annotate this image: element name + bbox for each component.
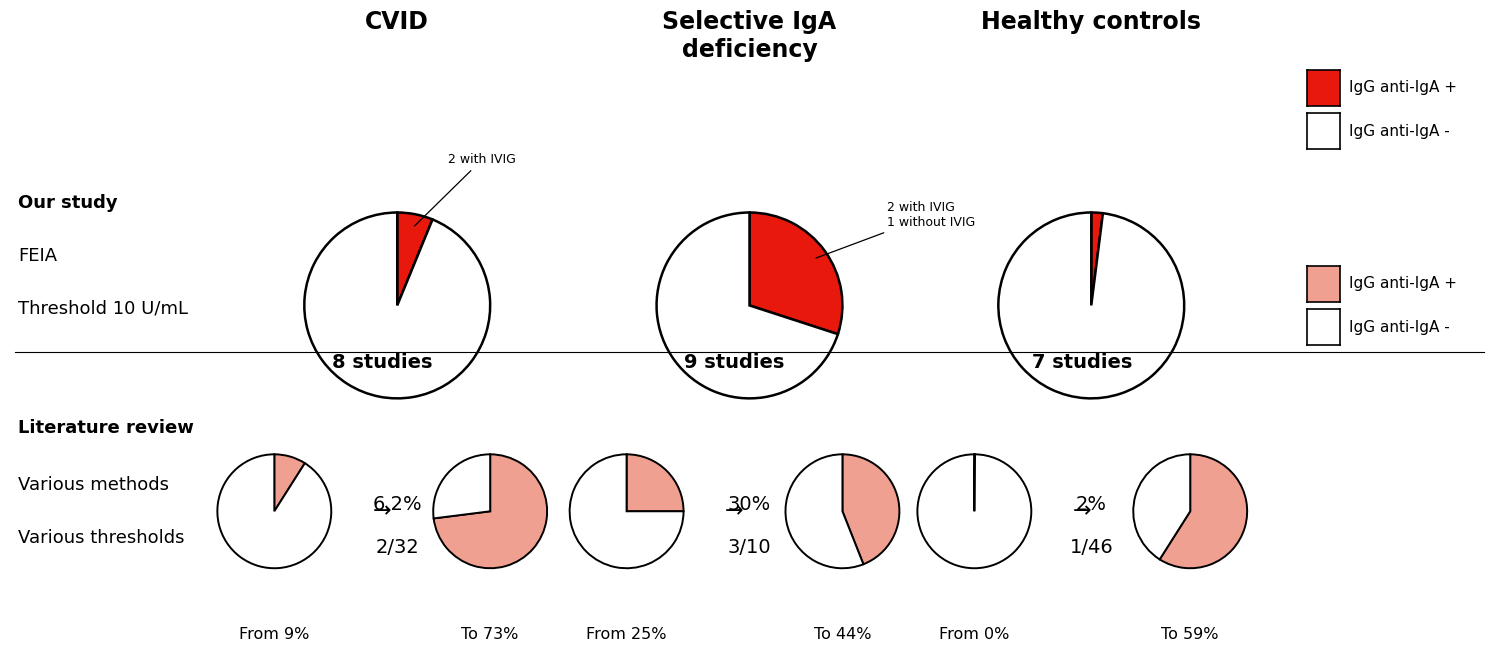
Wedge shape — [917, 454, 1031, 568]
Wedge shape — [657, 212, 838, 398]
Wedge shape — [433, 454, 547, 568]
Text: 3/10: 3/10 — [727, 538, 772, 557]
Wedge shape — [998, 212, 1184, 398]
Text: 30%: 30% — [729, 495, 770, 514]
Wedge shape — [217, 454, 331, 568]
Text: To 44%: To 44% — [814, 627, 871, 643]
Wedge shape — [274, 454, 304, 511]
Text: Literature review: Literature review — [18, 419, 193, 438]
Text: IgG anti-IgA -: IgG anti-IgA - — [1349, 124, 1450, 139]
Text: →: → — [726, 501, 744, 521]
Text: IgG anti-IgA +: IgG anti-IgA + — [1349, 276, 1457, 291]
Text: From 25%: From 25% — [586, 627, 667, 643]
Text: 9 studies: 9 studies — [685, 353, 784, 372]
Text: 7 studies: 7 studies — [1033, 353, 1132, 372]
Text: 2%: 2% — [1076, 495, 1106, 514]
Wedge shape — [750, 212, 842, 334]
Text: 2 with IVIG
1 without IVIG: 2 with IVIG 1 without IVIG — [815, 201, 976, 258]
Wedge shape — [570, 454, 684, 568]
Text: Various thresholds: Various thresholds — [18, 529, 184, 547]
Text: Various methods: Various methods — [18, 475, 169, 494]
Text: From 9%: From 9% — [240, 627, 309, 643]
Wedge shape — [433, 454, 490, 519]
Text: →: → — [1073, 501, 1091, 521]
Text: 8 studies: 8 studies — [331, 353, 433, 372]
Wedge shape — [842, 454, 899, 564]
Text: Selective IgA
deficiency: Selective IgA deficiency — [663, 10, 836, 62]
Text: 1/46: 1/46 — [1069, 538, 1114, 557]
Wedge shape — [397, 212, 433, 305]
Text: From 0%: From 0% — [940, 627, 1009, 643]
Wedge shape — [1133, 454, 1190, 559]
Text: FEIA: FEIA — [18, 246, 57, 265]
Text: IgG anti-IgA +: IgG anti-IgA + — [1349, 80, 1457, 96]
Wedge shape — [785, 454, 863, 568]
Text: →: → — [373, 501, 391, 521]
Text: CVID: CVID — [366, 10, 429, 34]
Text: To 73%: To 73% — [462, 627, 519, 643]
Wedge shape — [627, 454, 684, 511]
Text: IgG anti-IgA -: IgG anti-IgA - — [1349, 319, 1450, 335]
Wedge shape — [1091, 212, 1103, 305]
Text: Our study: Our study — [18, 193, 117, 212]
Text: 2/32: 2/32 — [375, 538, 420, 557]
Wedge shape — [1160, 454, 1247, 568]
Text: To 59%: To 59% — [1162, 627, 1219, 643]
Text: Threshold 10 U/mL: Threshold 10 U/mL — [18, 299, 187, 318]
Text: Healthy controls: Healthy controls — [982, 10, 1201, 34]
Text: 2 with IVIG: 2 with IVIG — [415, 153, 516, 226]
Wedge shape — [304, 212, 490, 398]
Text: 6.2%: 6.2% — [372, 495, 423, 514]
